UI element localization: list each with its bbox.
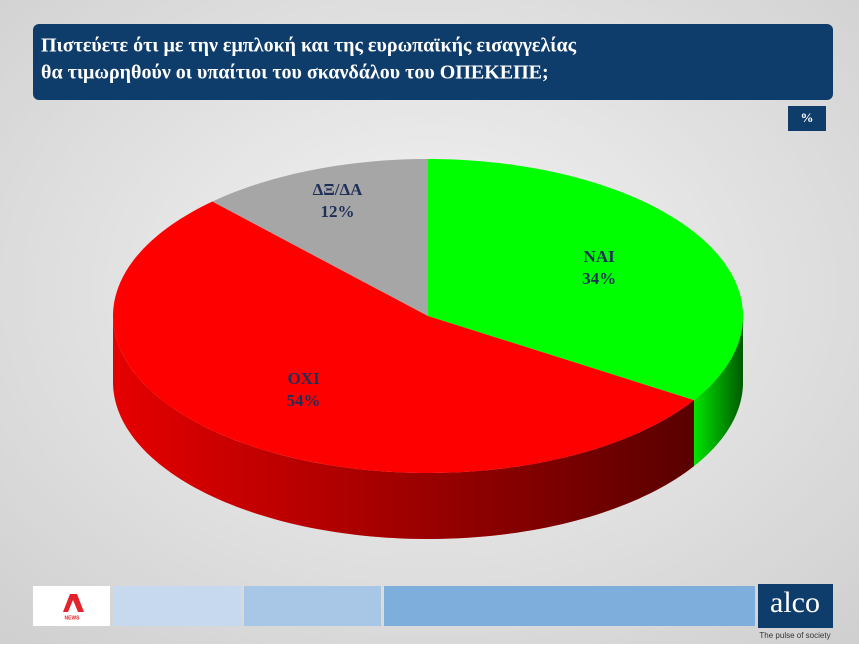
slice-label: ΝΑΙ	[584, 247, 616, 266]
pie: ΝΑΙ 34% ΟΧΙ 54% ΔΞ/ΔΑ 12%	[113, 159, 743, 539]
slice-side-shade	[113, 316, 694, 539]
unit-label: %	[801, 110, 814, 125]
footer-bar	[244, 586, 381, 626]
value-label: 54%	[287, 391, 321, 410]
value-label: 34%	[582, 269, 616, 288]
brand-box	[758, 584, 833, 628]
slice-label: ΟΧΙ	[287, 369, 320, 388]
footer-bar	[384, 586, 755, 626]
chart-title: Πιστεύετε ότι με την εμπλοκή και της ευρ…	[41, 35, 577, 57]
slice	[212, 159, 428, 316]
tagline: The pulse of society	[759, 631, 830, 640]
footer-bar	[113, 586, 241, 626]
value-label: 12%	[321, 202, 355, 221]
chart-title: θα τιμωρηθούν οι υπαίτιοι του σκανδάλου …	[41, 62, 549, 84]
slice-side-shade	[693, 316, 743, 467]
footer: NEWS alco The pulse of society	[33, 584, 833, 640]
slice	[428, 159, 743, 401]
news-logo-box	[33, 586, 110, 626]
slice-label: ΔΞ/ΔΑ	[313, 180, 364, 199]
brand: alco	[770, 586, 820, 619]
slice	[113, 201, 694, 473]
title-box	[33, 24, 833, 100]
news-label: NEWS	[65, 615, 81, 621]
unit-box	[788, 106, 826, 131]
news-logo	[63, 594, 84, 612]
